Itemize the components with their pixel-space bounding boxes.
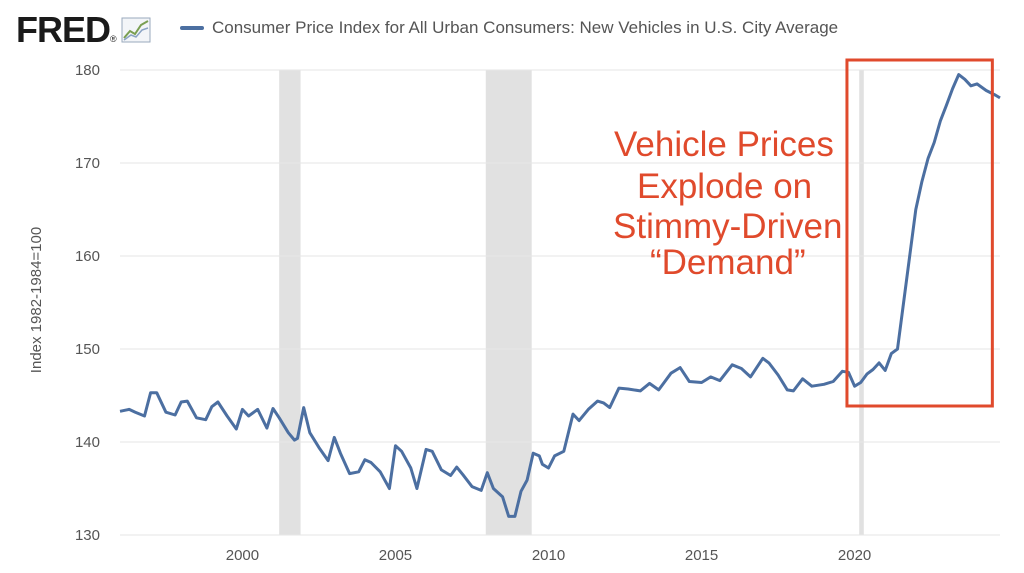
annotation-line-4: “Demand” [650, 243, 806, 282]
x-tick-label-2015: 2015 [685, 547, 718, 564]
line-chart-icon [121, 17, 151, 43]
y-tick-label-150: 150 [75, 341, 100, 358]
recession-bands [279, 70, 864, 535]
x-tick-label-2010: 2010 [532, 547, 565, 564]
x-axis-ticks: 2000 2005 2010 2015 2020 [226, 547, 872, 564]
annotation-line-1: Vehicle Prices [614, 125, 834, 164]
x-tick-label-2005: 2005 [379, 547, 412, 564]
registered-mark: ® [110, 34, 117, 44]
legend-swatch [180, 26, 204, 30]
recession-band-0 [279, 70, 301, 535]
legend: Consumer Price Index for All Urban Consu… [180, 18, 838, 38]
y-tick-label-160: 160 [75, 248, 100, 265]
x-tick-label-2020: 2020 [838, 547, 871, 564]
gridlines [120, 69, 1000, 536]
y-tick-label-140: 140 [75, 434, 100, 451]
fred-logo-text: FRED [16, 9, 111, 50]
y-tick-label-170: 170 [75, 155, 100, 172]
annotation-line-2: Explode on [637, 167, 813, 206]
series-line [119, 73, 1001, 518]
x-tick-label-2000: 2000 [226, 547, 259, 564]
recession-band-1 [485, 70, 532, 535]
y-tick-label-130: 130 [75, 527, 100, 544]
recession-band-2 [859, 70, 864, 535]
chart-header: FRED ® Consumer Price Index for All Urba… [0, 0, 1024, 58]
fred-logo[interactable]: FRED ® [16, 9, 151, 50]
y-axis-ticks: 130 140 150 160 170 180 [75, 62, 100, 544]
highlight-box [845, 58, 994, 408]
annotation-line-3: Stimmy-Driven [613, 207, 843, 246]
legend-label: Consumer Price Index for All Urban Consu… [212, 18, 839, 37]
y-tick-label-180: 180 [75, 62, 100, 79]
y-axis-label: Index 1982-1984=100 [28, 227, 45, 373]
